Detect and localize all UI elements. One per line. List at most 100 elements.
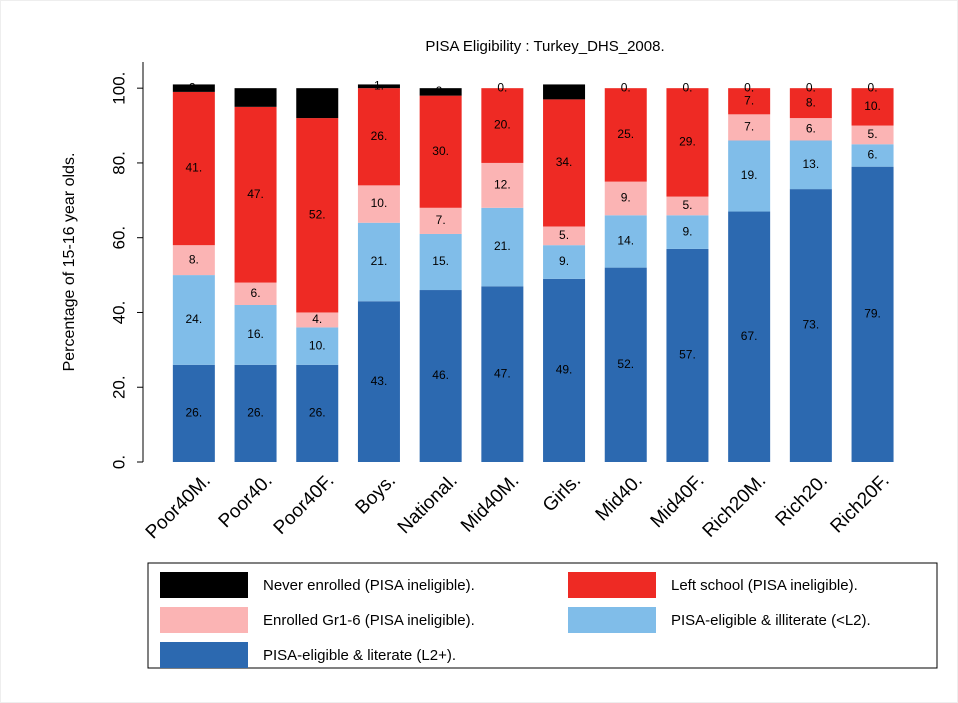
value-label: 2. <box>436 84 446 98</box>
bar-segment <box>357 222 400 302</box>
bar-segment <box>728 211 771 462</box>
bar-segment <box>481 207 524 287</box>
bar-segment <box>419 95 462 208</box>
value-label: 5. <box>251 90 261 104</box>
value-label: 24. <box>186 312 203 326</box>
bar-segment <box>419 207 462 234</box>
value-label: 47. <box>494 366 511 380</box>
bar-segment <box>666 196 709 216</box>
value-label: 6. <box>868 148 878 162</box>
value-label: 6. <box>806 121 816 135</box>
bar-segment <box>357 185 400 223</box>
legend-swatch <box>160 642 248 668</box>
bar-segment <box>481 88 524 163</box>
value-label: 6. <box>251 286 261 300</box>
bar-segment <box>851 88 894 126</box>
value-label: 0. <box>497 80 507 94</box>
bar-segment <box>296 118 339 313</box>
bar-segment <box>789 88 832 119</box>
value-label: 10. <box>864 99 881 113</box>
bar-segment <box>543 278 586 462</box>
bar-segment <box>357 88 400 186</box>
value-label: 73. <box>803 318 820 332</box>
value-label: 30. <box>432 144 449 158</box>
bar-segment <box>419 88 462 96</box>
bar-segment <box>666 248 709 462</box>
value-label: 25. <box>617 127 634 141</box>
value-label: 13. <box>803 157 820 171</box>
value-label: 9. <box>621 191 631 205</box>
value-label: 0. <box>682 80 692 94</box>
legend-swatch <box>568 607 656 633</box>
bar-segment <box>789 118 832 141</box>
legend-swatch <box>568 572 656 598</box>
y-tick-label: 40. <box>109 301 128 325</box>
value-label: 5. <box>868 127 878 141</box>
value-label: 4. <box>559 84 569 98</box>
bar-segment <box>419 233 462 291</box>
bar-segment <box>728 140 771 212</box>
value-label: 0. <box>621 80 631 94</box>
value-label: 49. <box>556 363 573 377</box>
bar-segment <box>666 88 709 197</box>
value-label: 0. <box>806 80 816 94</box>
value-label: 1. <box>374 78 384 92</box>
bar-segment <box>172 91 215 246</box>
bar-segment <box>604 181 647 216</box>
value-label: 26. <box>247 406 264 420</box>
value-label: 43. <box>371 374 388 388</box>
y-tick-label: 20. <box>109 375 128 399</box>
bar-segment <box>728 88 771 115</box>
bar-segment <box>296 327 339 365</box>
value-label: 26. <box>186 406 203 420</box>
bar-segment <box>172 245 215 276</box>
value-label: 21. <box>371 254 388 268</box>
legend-label: Never enrolled (PISA ineligible). <box>263 577 475 594</box>
chart-title: PISA Eligibility : Turkey_DHS_2008. <box>425 38 664 55</box>
bar-segment <box>357 301 400 462</box>
value-label: 2. <box>189 80 199 94</box>
value-label: 57. <box>679 348 696 362</box>
bar-segment <box>234 88 277 107</box>
bar-segment <box>851 144 894 167</box>
value-label: 41. <box>186 161 203 175</box>
value-label: 8. <box>189 252 199 266</box>
bar-segment <box>357 84 400 89</box>
legend-label: PISA-eligible & literate (L2+). <box>263 647 456 664</box>
value-label: 26. <box>309 406 326 420</box>
value-label: 4. <box>312 312 322 326</box>
y-tick-label: 100. <box>109 72 128 105</box>
y-tick-label: 60. <box>109 226 128 250</box>
bar-segment <box>604 215 647 268</box>
value-label: 7. <box>744 120 754 134</box>
bar-segment <box>172 364 215 462</box>
bar-segment <box>543 226 586 246</box>
value-label: 8. <box>806 95 816 109</box>
value-label: 5. <box>559 228 569 242</box>
bar-segment <box>851 125 894 145</box>
bar-segment <box>296 364 339 462</box>
bar-segment <box>172 84 215 92</box>
bar-segment <box>728 114 771 141</box>
bar-segment <box>234 304 277 365</box>
value-label: 26. <box>371 129 388 143</box>
bar-segment <box>419 290 462 462</box>
bar-segment <box>296 88 339 119</box>
legend <box>147 562 938 669</box>
bar-segment <box>851 166 894 462</box>
bar-segment <box>234 106 277 283</box>
value-label: 20. <box>494 118 511 132</box>
value-label: 52. <box>309 207 326 221</box>
legend-swatch <box>160 607 248 633</box>
bar-segment <box>481 286 524 462</box>
bar-segment <box>789 189 832 463</box>
value-label: 7. <box>436 213 446 227</box>
value-label: 15. <box>432 254 449 268</box>
bar-segment <box>172 275 215 365</box>
bar-segment <box>296 312 339 328</box>
value-label: 10. <box>371 196 388 210</box>
y-axis-label: Percentage of 15-16 year olds. <box>61 153 78 372</box>
value-label: 16. <box>247 327 264 341</box>
y-tick-label: 80. <box>109 151 128 175</box>
